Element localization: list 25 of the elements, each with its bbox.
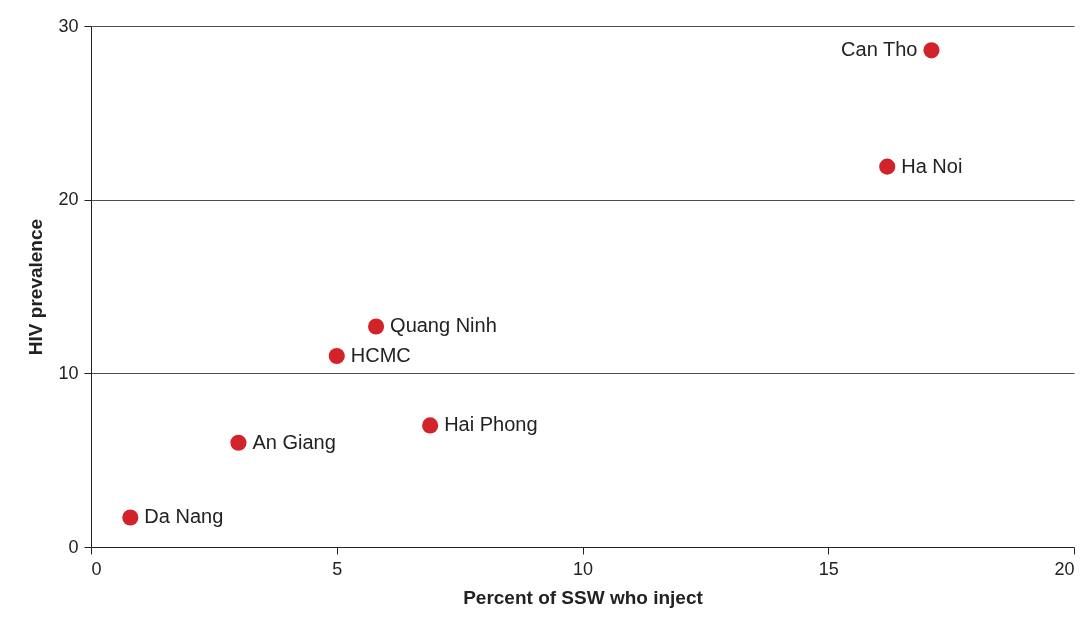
annotation: An Giang bbox=[252, 430, 336, 453]
point bbox=[923, 42, 940, 59]
annotation: Can Tho bbox=[841, 38, 918, 61]
point bbox=[122, 509, 139, 526]
y-tick-label: 20 bbox=[58, 189, 79, 210]
point bbox=[230, 434, 247, 451]
point bbox=[368, 318, 385, 335]
point bbox=[328, 347, 345, 365]
x-tick-label: 5 bbox=[332, 558, 343, 579]
y-axis-title: HIV prevalence bbox=[25, 218, 47, 356]
y-tick-label: 10 bbox=[58, 362, 79, 383]
annotation: Ha Noi bbox=[901, 154, 963, 177]
point bbox=[879, 158, 896, 175]
y-tick-label: 0 bbox=[68, 536, 79, 557]
annotation: HCMC bbox=[350, 343, 411, 366]
point bbox=[422, 417, 439, 434]
y-tick-label: 30 bbox=[58, 15, 79, 36]
x-tick-label: 0 bbox=[91, 558, 102, 579]
x-tick-label: 15 bbox=[818, 558, 839, 579]
annotation: Da Nang bbox=[144, 505, 224, 528]
annotation: Hai Phong bbox=[444, 413, 538, 436]
x-tick-label: 10 bbox=[572, 558, 594, 579]
x-tick-label: 20 bbox=[1054, 558, 1075, 579]
annotation: Quang Ninh bbox=[390, 314, 497, 337]
x-axis-title: Percent of SSW who inject bbox=[463, 586, 704, 608]
